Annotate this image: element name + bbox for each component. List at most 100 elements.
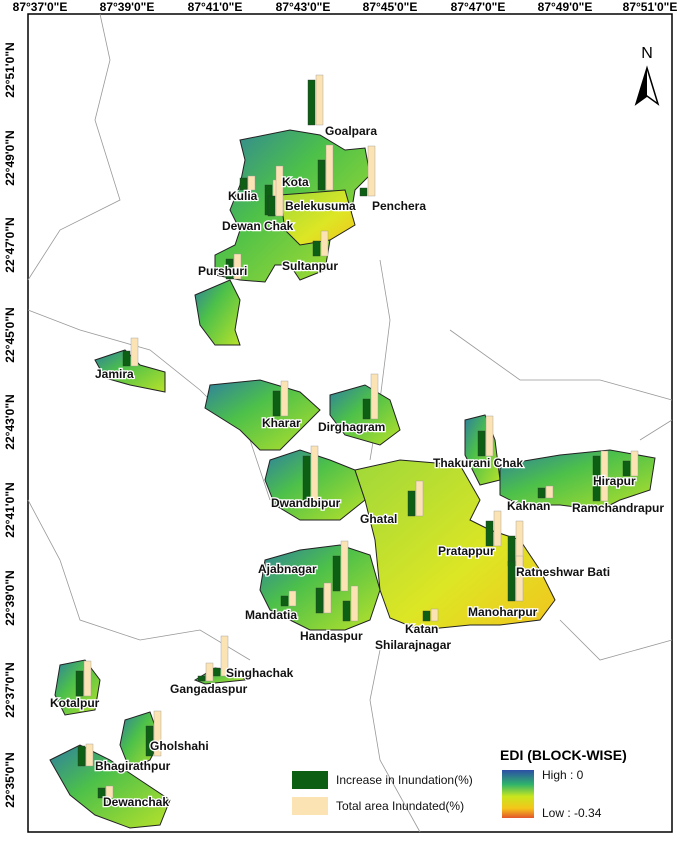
legend-swatch-increase xyxy=(292,771,328,789)
increase-bar xyxy=(302,455,311,502)
increase-bar xyxy=(97,787,106,799)
increase-bar xyxy=(307,79,316,126)
increase-bar xyxy=(592,455,601,502)
total-bar xyxy=(415,480,424,517)
total-bar xyxy=(320,230,329,257)
block-label: Ghatal xyxy=(360,512,397,526)
increase-bar xyxy=(485,520,494,547)
total-bar xyxy=(545,485,554,499)
increase-bar xyxy=(280,595,289,607)
block-label: Manoharpur xyxy=(468,605,538,619)
block-label: Kulia xyxy=(228,189,258,203)
increase-bar xyxy=(332,555,341,592)
lat-label: 22°39'0"N xyxy=(3,570,17,625)
increase-bar xyxy=(359,187,368,197)
lon-label: 87°37'0"E xyxy=(13,0,68,14)
increase-bar xyxy=(197,675,206,682)
legend-swatch-total xyxy=(292,797,328,815)
block-label: Dewan Chak xyxy=(222,219,294,233)
total-bar xyxy=(83,660,92,697)
total-bar xyxy=(205,662,214,682)
block-label: Jamira xyxy=(95,367,134,381)
block-label: Belekusuma xyxy=(285,199,356,213)
increase-bar xyxy=(239,177,248,191)
total-bar xyxy=(367,145,376,197)
admin-boundaries xyxy=(27,13,673,833)
block-label: Kotalpur xyxy=(50,696,100,710)
total-bar xyxy=(630,450,639,477)
increase-bar xyxy=(422,610,431,622)
lon-label: 87°51'0"E xyxy=(623,0,678,14)
total-bar xyxy=(430,608,439,622)
total-bar xyxy=(288,590,297,607)
lat-label: 22°47'0"N xyxy=(3,217,17,272)
increase-bar xyxy=(122,350,131,367)
increase-bar xyxy=(272,390,281,417)
block-label: Dwandbipur xyxy=(271,496,341,510)
lon-label: 87°45'0"E xyxy=(363,0,418,14)
block-label: Goalpara xyxy=(325,124,377,138)
edi-title: EDI (BLOCK-WISE) xyxy=(500,747,627,763)
increase-bar xyxy=(507,560,516,602)
block-label: Dirghagram xyxy=(318,420,385,434)
total-bar xyxy=(280,380,289,417)
legend-label: Increase in Inundation(%) xyxy=(336,773,473,787)
increase-bar xyxy=(145,725,154,757)
block-label: Thakurani Chak xyxy=(433,456,523,470)
lat-label: 22°35'0"N xyxy=(3,752,17,807)
legend: Increase in Inundation(%) Total area Inu… xyxy=(292,747,627,820)
total-bar xyxy=(600,450,609,502)
block-label: Hirapur xyxy=(593,474,636,488)
block-label: Bhagirathpur xyxy=(95,759,171,773)
total-bar xyxy=(130,337,139,367)
increase-bar xyxy=(317,159,326,191)
block-label: Penchera xyxy=(372,199,426,213)
increase-bar xyxy=(477,430,486,457)
block-label: Mandatia xyxy=(245,608,297,622)
lon-label: 87°49'0"E xyxy=(538,0,593,14)
increase-bar xyxy=(622,460,631,477)
block-label: Kota xyxy=(282,175,309,189)
total-bar xyxy=(85,743,94,767)
increase-bar xyxy=(267,195,276,217)
total-bar xyxy=(233,253,242,280)
increase-bar xyxy=(342,600,351,622)
total-bar xyxy=(105,785,114,799)
block-label: Kaknan xyxy=(507,499,550,513)
lon-label: 87°43'0"E xyxy=(276,0,331,14)
edi-ramp xyxy=(502,770,534,818)
lat-label: 22°49'0"N xyxy=(3,130,17,185)
north-label: N xyxy=(641,45,653,62)
block-label: Purshuri xyxy=(198,264,247,278)
lat-label: 22°43'0"N xyxy=(3,394,17,449)
increase-bar xyxy=(212,667,221,677)
lon-label: 87°41'0"E xyxy=(188,0,243,14)
block-label: Gangadaspur xyxy=(170,682,248,696)
total-bar xyxy=(515,555,524,602)
total-bar xyxy=(315,74,324,126)
lon-label: 87°39'0"E xyxy=(100,0,155,14)
lat-label: 22°41'0"N xyxy=(3,482,17,537)
total-bar xyxy=(275,165,284,217)
total-bar xyxy=(310,445,319,502)
increase-bar xyxy=(225,258,234,280)
lat-label: 22°51'0"N xyxy=(3,42,17,97)
total-bar xyxy=(220,635,229,677)
increase-bar xyxy=(77,745,86,767)
block-label: Gholshahi xyxy=(150,739,209,753)
increase-bar xyxy=(315,587,324,614)
edi-low: Low : -0.34 xyxy=(542,806,602,820)
increase-bar xyxy=(362,398,371,420)
total-bar xyxy=(350,585,359,622)
block-label: Kharar xyxy=(262,416,301,430)
block-label: Pratappur xyxy=(438,544,495,558)
total-bar xyxy=(340,540,349,592)
block-label: Ajabnagar xyxy=(258,562,317,576)
block-label: Singhachak xyxy=(226,666,294,680)
total-bar xyxy=(323,582,332,614)
increase-bar xyxy=(312,240,321,257)
increase-bar xyxy=(537,487,546,499)
lat-label: 22°45'0"N xyxy=(3,307,17,362)
block-label: Ramchandrapur xyxy=(572,501,664,515)
